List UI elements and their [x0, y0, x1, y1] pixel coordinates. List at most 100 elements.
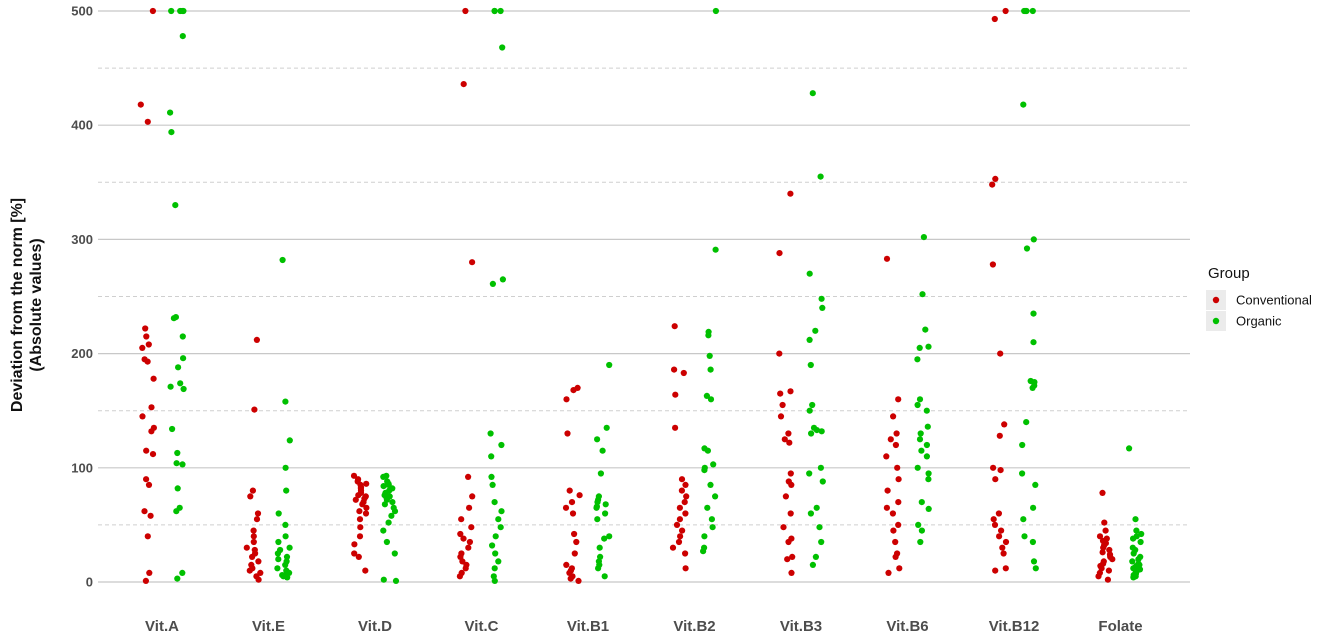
- data-point: [355, 553, 362, 561]
- data-point: [925, 505, 932, 512]
- data-point: [918, 527, 926, 534]
- data-point: [492, 533, 499, 540]
- data-point: [1030, 236, 1037, 243]
- data-point: [991, 15, 998, 23]
- data-point: [889, 510, 897, 517]
- data-point: [466, 504, 473, 511]
- data-point: [996, 533, 1003, 540]
- data-point: [818, 295, 825, 302]
- data-point: [996, 432, 1003, 439]
- data-point: [683, 493, 690, 500]
- data-point: [489, 481, 496, 488]
- data-point: [917, 538, 924, 546]
- data-point: [788, 481, 795, 488]
- y-tick-label: 400: [71, 118, 93, 133]
- data-point: [594, 516, 601, 523]
- data-point: [491, 565, 498, 572]
- data-point: [809, 561, 817, 569]
- data-point: [787, 388, 794, 395]
- y-tick-label: 500: [71, 4, 93, 19]
- x-tick-label: Vit.B12: [989, 618, 1040, 635]
- data-point: [576, 492, 583, 499]
- data-point: [883, 453, 890, 460]
- data-point: [1100, 544, 1107, 551]
- data-point: [923, 441, 931, 449]
- data-point: [669, 544, 677, 551]
- data-point: [253, 336, 260, 343]
- data-point: [180, 355, 187, 362]
- data-point: [925, 470, 932, 477]
- data-point: [712, 7, 720, 15]
- data-point: [462, 7, 469, 15]
- data-point: [781, 436, 788, 443]
- y-axis-label-line1: Deviation from the norm [%]: [9, 198, 26, 412]
- data-point: [571, 530, 578, 538]
- data-point: [462, 565, 469, 572]
- data-point: [380, 473, 387, 480]
- data-point: [997, 467, 1004, 474]
- data-point: [919, 291, 926, 298]
- data-point: [1002, 565, 1009, 572]
- data-point: [712, 246, 719, 253]
- data-point: [1019, 470, 1026, 477]
- data-point: [282, 521, 289, 529]
- data-point: [883, 255, 891, 262]
- legend-swatch-organic: [1212, 317, 1220, 325]
- data-point: [890, 527, 897, 534]
- data-point: [1106, 546, 1113, 554]
- data-point: [458, 516, 465, 523]
- data-point: [250, 538, 257, 546]
- data-point: [456, 573, 463, 580]
- legend: Group Conventional Organic: [1206, 265, 1312, 331]
- data-point: [703, 392, 711, 399]
- data-point: [817, 173, 824, 180]
- data-point: [363, 480, 370, 487]
- data-point: [274, 565, 281, 572]
- data-point: [601, 535, 608, 542]
- data-point: [498, 508, 505, 515]
- data-point: [710, 461, 717, 468]
- data-point: [275, 538, 282, 546]
- data-point: [914, 401, 921, 409]
- data-point: [819, 304, 826, 311]
- data-point: [989, 261, 997, 268]
- data-point: [671, 323, 678, 330]
- data-point: [776, 250, 783, 257]
- data-point: [495, 558, 502, 565]
- data-point: [282, 533, 289, 540]
- legend-label-conventional: Conventional: [1236, 293, 1312, 308]
- data-point: [174, 485, 181, 492]
- data-point: [352, 496, 359, 503]
- data-point: [1030, 339, 1037, 346]
- data-point: [896, 565, 903, 572]
- data-point: [250, 527, 257, 534]
- data-point: [1029, 384, 1036, 391]
- data-point: [282, 398, 289, 405]
- data-point: [351, 541, 358, 548]
- data-point: [243, 544, 250, 551]
- data-point: [895, 521, 902, 529]
- data-point: [885, 569, 892, 577]
- data-point: [1000, 550, 1007, 557]
- y-axis-ticks: 0 100 200 300 400 500: [71, 4, 93, 590]
- data-point: [145, 341, 152, 348]
- data-point: [139, 413, 146, 420]
- data-point: [777, 413, 785, 420]
- data-point: [1030, 558, 1038, 565]
- data-point: [779, 401, 786, 409]
- data-point: [894, 464, 901, 471]
- data-point: [488, 473, 495, 480]
- data-point: [990, 464, 997, 471]
- data-point: [916, 396, 924, 403]
- data-point: [460, 81, 467, 88]
- data-point: [806, 407, 813, 414]
- data-point: [895, 476, 902, 483]
- data-point: [785, 538, 792, 546]
- data-point: [677, 533, 684, 540]
- data-point: [780, 524, 787, 531]
- data-point: [1002, 7, 1009, 15]
- data-point: [254, 510, 262, 517]
- data-point: [567, 575, 574, 582]
- data-point: [489, 542, 496, 549]
- data-point: [997, 350, 1004, 357]
